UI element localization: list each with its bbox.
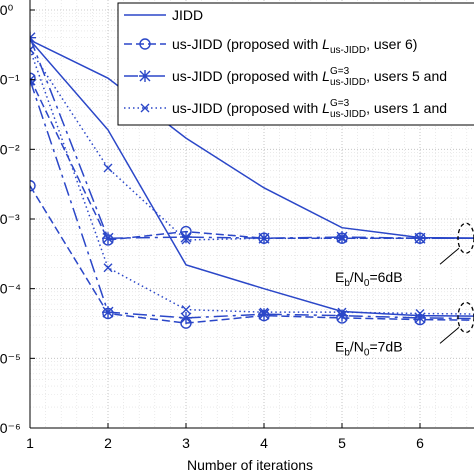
annotation-part: /N [350,269,364,285]
marker [336,309,348,322]
marker [180,311,192,324]
y-tick-label: 10⁻³ [0,211,20,227]
legend-label: us-JIDD (proposed with Lus-JIDD, user 6) [172,36,417,56]
x-tick-label: 3 [182,435,190,451]
marker [414,311,426,324]
marker [415,309,425,319]
legend-label: JIDD [172,7,203,23]
legend-sub: us-JIDD [330,45,366,56]
y-tick-label: 10⁻⁶ [0,420,21,436]
marker [103,163,113,173]
marker [30,45,35,55]
marker [258,308,270,321]
legend-name: JIDD [172,7,203,23]
legend-sup: G=3 [330,66,350,77]
marker [102,232,114,245]
legend-label: us-JIDD (proposed with LG=3 us-JIDD, user… [172,98,447,120]
annotation-part: =6dB [369,269,402,285]
x-tick-label: 6 [416,435,424,451]
legend-marker [139,70,151,82]
legend-tail: , users 5 and [366,68,447,84]
annotation-sub: b [344,278,350,289]
legend-box [117,2,474,126]
annotation-ellipse [457,222,474,254]
x-tick-label: 4 [260,435,268,451]
legend-sub: us-JIDD [330,109,366,120]
annotation-part: E [335,338,344,354]
marker [336,231,348,244]
marker [102,306,114,319]
x-axis-label: Number of iterations [187,457,313,473]
legend-symbol: L [322,68,330,84]
marker [415,233,425,243]
x-tick-label: 5 [338,435,346,451]
legend-tail: , users 1 and [366,100,447,116]
marker [259,307,269,317]
y-tick-label: 10⁰ [0,2,14,18]
line [30,185,474,324]
annotation-arrow [439,247,460,265]
legend-name: us-JIDD (proposed with [172,36,322,52]
legend-symbol: L [322,100,330,116]
legend-marker [139,38,151,50]
axes: 10⁰10⁻¹10⁻²10⁻³10⁻⁴10⁻⁵10⁻⁶123456Eb/N0=6… [0,0,474,451]
marker [103,263,113,273]
annotation-part: =7dB [369,338,402,354]
y-tick-label: 10⁻⁵ [0,350,21,366]
y-tick-label: 10⁻⁴ [0,281,21,297]
legend-symbol: L [322,36,330,52]
marker [30,180,36,192]
marker [30,72,36,84]
marker [181,305,191,315]
legend-tail: , user 6) [366,36,417,52]
legend-sub: us-JIDD [330,77,366,88]
marker [337,307,347,317]
plot-area [30,31,474,334]
legend-sup: G=3 [330,98,350,109]
legend-label: us-JIDD (proposed with LG=3 us-JIDD, user… [172,66,447,88]
legend-name: us-JIDD (proposed with [172,100,322,116]
annotation-part: /N [350,338,364,354]
x-tick-label: 2 [104,435,112,451]
annotation-sub: 0 [364,347,370,358]
annotation: Eb/N0=6dB [335,269,403,289]
annotation-sub: b [344,347,350,358]
legend-name: us-JIDD (proposed with [172,68,322,84]
annotation: Eb/N0=7dB [335,338,403,358]
y-tick-label: 10⁻¹ [0,72,20,88]
annotation-sub: 0 [364,278,370,289]
annotation-arrow [439,327,460,344]
marker [181,235,191,245]
legend-marker [140,103,150,113]
x-tick-label: 1 [26,435,34,451]
marker [259,233,269,243]
annotation-ellipse [457,301,474,334]
marker [337,233,347,243]
y-tick-label: 10⁻² [0,141,20,157]
marker [180,231,192,244]
annotation-part: E [335,269,344,285]
